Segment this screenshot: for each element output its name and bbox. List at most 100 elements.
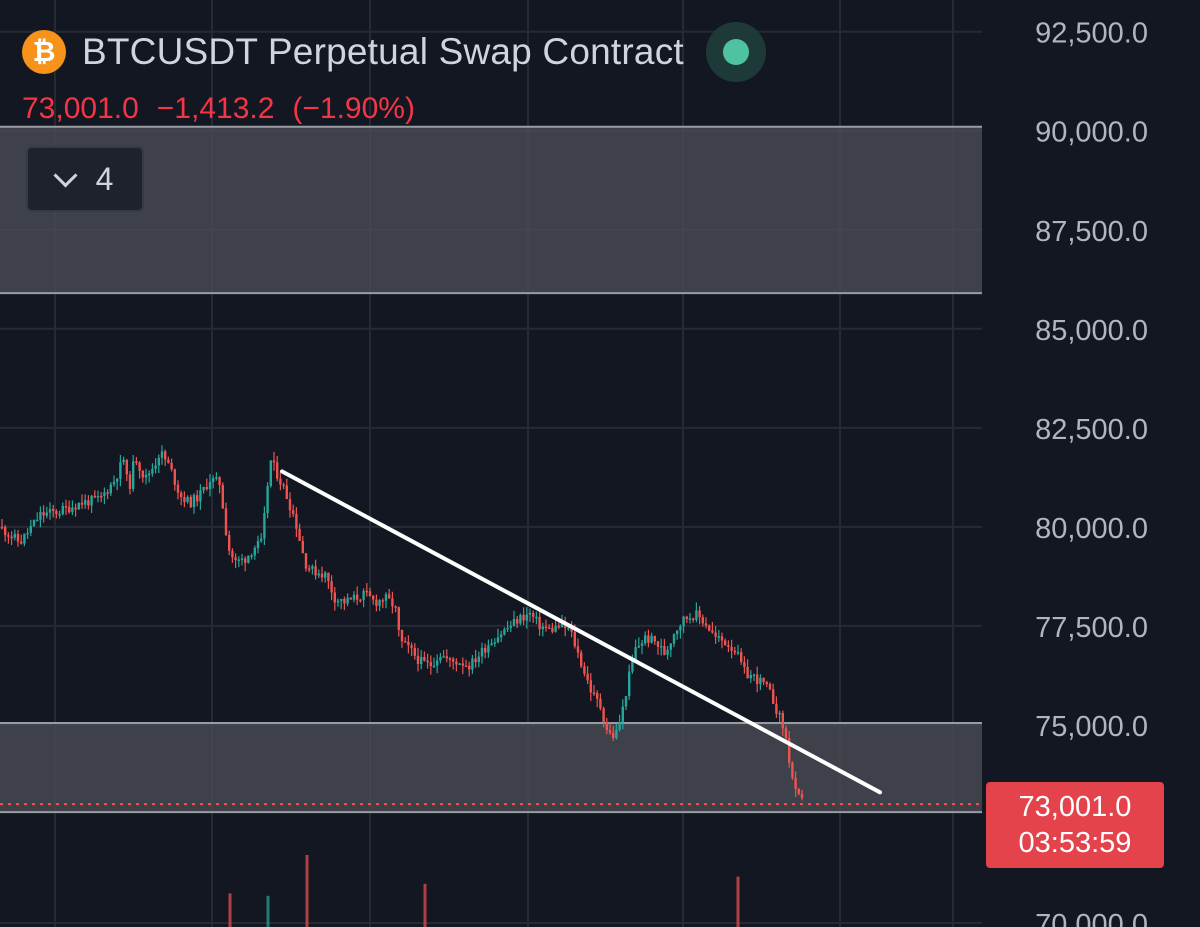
candle-body [605, 722, 608, 731]
candle-body [308, 568, 311, 571]
candle-body [720, 636, 724, 641]
candle-body [733, 650, 736, 653]
candle-body [368, 591, 372, 597]
candle-body [260, 538, 263, 541]
candle-body [717, 636, 720, 638]
candle-body [192, 495, 196, 508]
last-price-badge: 73,001.0 03:53:59 [986, 782, 1164, 868]
candle-body [109, 484, 112, 494]
candle-body [13, 533, 16, 538]
y-axis-tick-label: 92,500.0 [1035, 18, 1148, 50]
candle-body [608, 730, 612, 733]
candle-body [474, 658, 477, 663]
candle-body [791, 762, 794, 778]
candle-body [775, 703, 778, 714]
candle-body [685, 616, 688, 619]
candle-body [599, 698, 602, 709]
candle-body [304, 553, 308, 569]
candle-body [77, 502, 80, 510]
candle-body [52, 509, 55, 511]
candle-body [282, 484, 285, 487]
candle-body [10, 536, 13, 539]
candle-body [439, 657, 442, 661]
candle-body [218, 477, 221, 486]
candle-body [519, 614, 522, 624]
candle-body [128, 474, 132, 489]
candle-body [381, 600, 384, 602]
candle-body [314, 566, 317, 576]
candle-body [432, 665, 436, 668]
candle-body [410, 645, 413, 648]
candle-body [666, 649, 669, 655]
candle-body [413, 647, 416, 656]
candle-body [39, 512, 42, 520]
candle-body [96, 495, 100, 498]
candle-body [480, 647, 484, 657]
candle-body [151, 468, 154, 474]
symbol-title[interactable]: BTCUSDT Perpetual Swap Contract [82, 31, 684, 72]
indicator-count: 4 [95, 160, 114, 197]
candle-body [164, 451, 167, 460]
candle-body [330, 581, 333, 593]
candle-body [503, 629, 506, 635]
zone-support[interactable] [0, 722, 982, 813]
candle-body [493, 642, 496, 644]
candle-body [573, 631, 576, 647]
candle-body [538, 616, 541, 630]
candle-body [148, 473, 151, 476]
candle-body [170, 462, 173, 470]
candle-body [676, 630, 679, 635]
candle-body [400, 629, 404, 642]
candle-body [272, 460, 276, 463]
candle-body [144, 474, 148, 478]
market-open-dot-icon [722, 39, 749, 65]
bitcoin-symbol: ₿ [32, 36, 56, 67]
candle-body [656, 641, 660, 647]
candle-body [388, 594, 391, 599]
candle-body [167, 459, 170, 463]
candle-body [580, 652, 583, 667]
candle-body [349, 597, 352, 600]
chart-header: ₿ BTCUSDT Perpetual Swap Contract [22, 22, 766, 82]
candle-body [365, 590, 368, 593]
candle-body [628, 671, 631, 697]
candle-body [509, 625, 512, 628]
candle-body [362, 590, 365, 600]
candle-body [356, 594, 359, 600]
candle-body [644, 635, 647, 644]
candle-body [794, 777, 797, 789]
price-summary: 73,001.0 −1,413.2 (−1.90%) [22, 92, 415, 126]
candle-body [106, 492, 109, 494]
candle-body [375, 599, 378, 606]
candle-body [138, 462, 141, 471]
candle-body [560, 622, 564, 628]
candle-body [119, 462, 122, 479]
candle-body [768, 684, 772, 690]
candle-body [797, 788, 800, 794]
candle-body [727, 645, 730, 647]
candle-body [528, 612, 532, 615]
zone-resistance[interactable] [0, 126, 982, 294]
candle-body [471, 658, 474, 670]
candle-body [570, 627, 573, 632]
candle-body [301, 540, 304, 554]
candle-body [730, 646, 733, 651]
candle-body [205, 486, 208, 490]
indicators-toggle-button[interactable]: 4 [26, 146, 144, 212]
candle-body [525, 614, 528, 621]
candle-body [698, 610, 701, 618]
candle-body [42, 512, 45, 516]
price-change: −1,413.2 [156, 92, 275, 125]
last-price-badge-value: 73,001.0 [1018, 791, 1132, 823]
trendline[interactable] [280, 469, 882, 795]
candle-body [352, 594, 356, 600]
market-status-indicator[interactable] [705, 22, 766, 82]
candle-body [781, 712, 784, 729]
candle-body [541, 626, 544, 630]
chevron-down-icon [53, 162, 78, 188]
candle-body [84, 500, 87, 505]
candle-body [532, 612, 535, 617]
candle-body [596, 692, 599, 699]
candle-body [567, 627, 570, 630]
